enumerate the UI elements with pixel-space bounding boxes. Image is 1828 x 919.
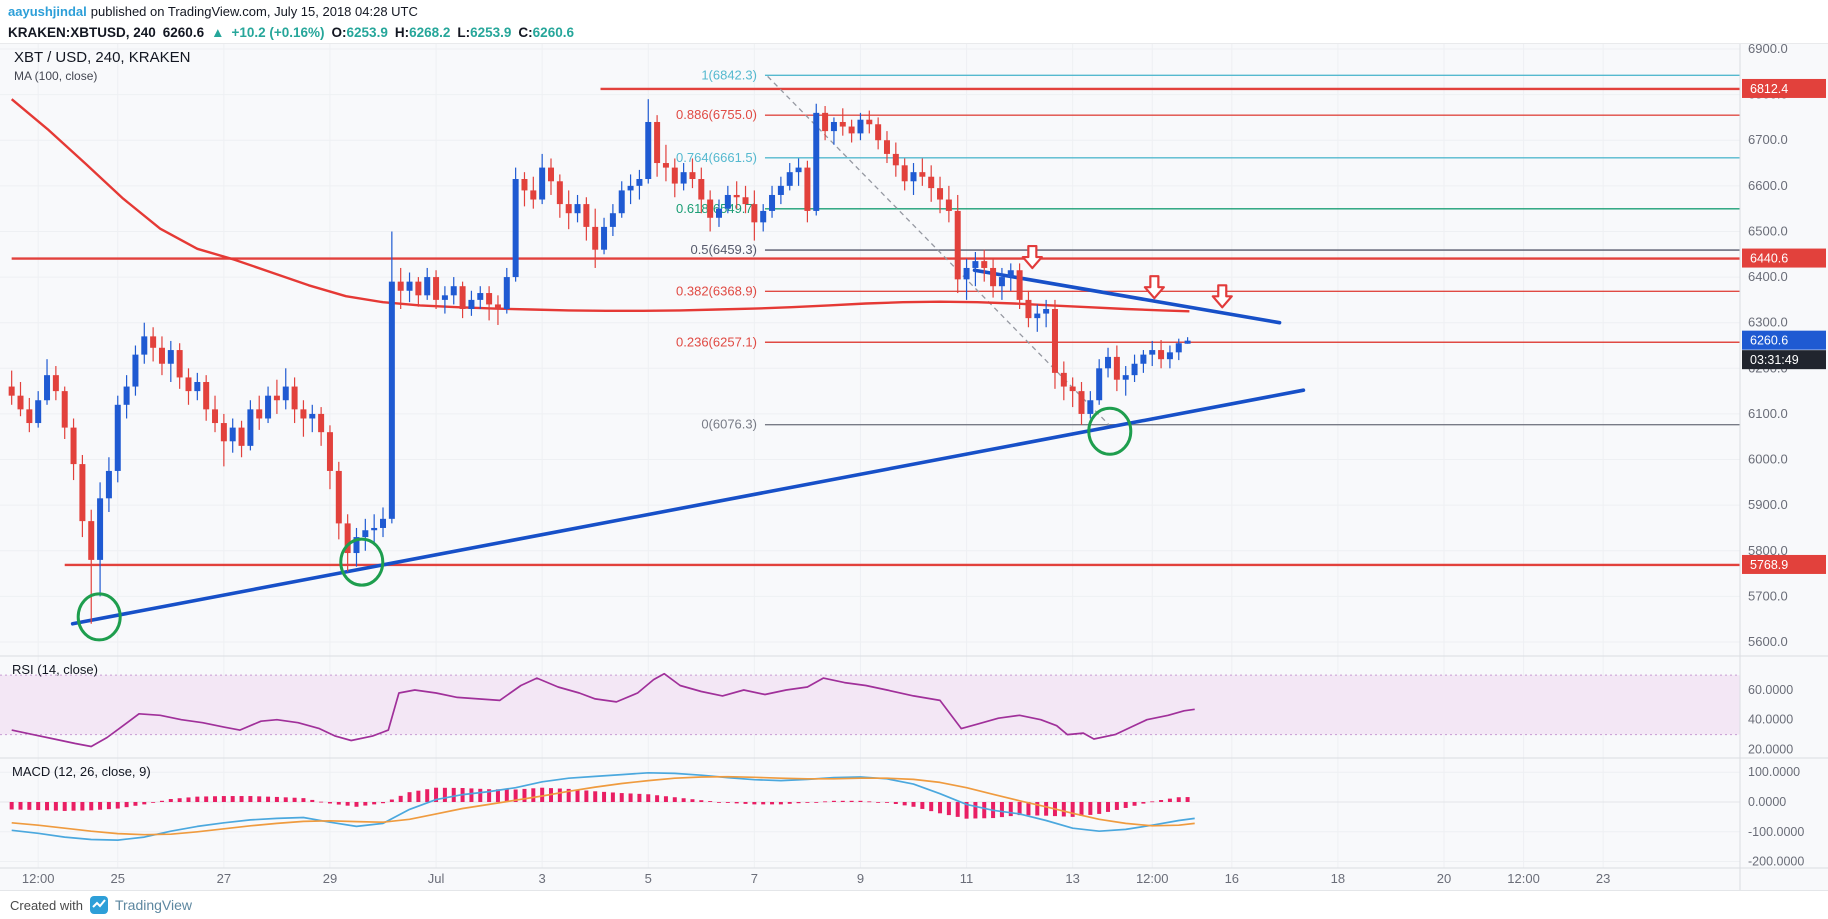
publish-info: published on TradingView.com, July 15, 2… — [90, 3, 418, 19]
svg-text:5900.0: 5900.0 — [1748, 497, 1788, 512]
svg-text:5: 5 — [645, 871, 652, 886]
created-with-text: Created with — [10, 897, 83, 913]
svg-text:13: 13 — [1065, 871, 1079, 886]
svg-text:6600.0: 6600.0 — [1748, 178, 1788, 193]
symbol-bar: KRAKEN:XBTUSD, 240 6260.6 ▲ +10.2 (+0.16… — [0, 22, 1828, 44]
tradingview-brand-link[interactable]: TradingView — [114, 897, 193, 913]
svg-text:6500.0: 6500.0 — [1748, 223, 1788, 238]
last-price: 6260.6 — [162, 25, 205, 40]
svg-text:16: 16 — [1225, 871, 1239, 886]
svg-text:0.764(6661.5): 0.764(6661.5) — [676, 150, 757, 165]
svg-text:0.0000: 0.0000 — [1748, 795, 1786, 809]
svg-text:6400.0: 6400.0 — [1748, 269, 1788, 284]
svg-text:9: 9 — [857, 871, 864, 886]
svg-text:20.0000: 20.0000 — [1748, 742, 1793, 756]
svg-text:7: 7 — [751, 871, 758, 886]
svg-text:0(6076.3): 0(6076.3) — [701, 417, 757, 432]
svg-text:Jul: Jul — [428, 871, 445, 886]
svg-text:6000.0: 6000.0 — [1748, 452, 1788, 467]
svg-text:5700.0: 5700.0 — [1748, 588, 1788, 603]
rsi-label[interactable]: RSI (14, close) — [12, 662, 98, 677]
price-change: +10.2 (+0.16%) — [231, 25, 325, 40]
svg-text:5600.0: 5600.0 — [1748, 634, 1788, 649]
chart-legend-ma[interactable]: MA (100, close) — [14, 69, 98, 83]
open-value: O:6253.9 — [331, 25, 388, 40]
chart-canvas[interactable]: 1(6842.3)0.886(6755.0)0.764(6661.5)0.618… — [0, 41, 1828, 890]
low-value: L:6253.9 — [457, 25, 512, 40]
svg-text:25: 25 — [111, 871, 125, 886]
svg-text:0.236(6257.1): 0.236(6257.1) — [676, 334, 757, 349]
direction-up-icon: ▲ — [211, 25, 225, 40]
svg-text:40.0000: 40.0000 — [1748, 713, 1793, 727]
svg-text:-200.0000: -200.0000 — [1748, 855, 1804, 869]
chart-area[interactable]: 1(6842.3) 0.886(6755.0) 0.764(6661.5) 0.618… — [0, 41, 1828, 890]
symbol-title[interactable]: KRAKEN:XBTUSD, 240 — [8, 25, 156, 40]
svg-text:6900.0: 6900.0 — [1748, 44, 1788, 56]
macd-label[interactable]: MACD (12, 26, close, 9) — [12, 764, 151, 779]
svg-text:5800.0: 5800.0 — [1748, 543, 1788, 558]
svg-text:12:00: 12:00 — [1507, 871, 1540, 886]
svg-text:11: 11 — [960, 871, 974, 886]
svg-text:23: 23 — [1596, 871, 1610, 886]
svg-text:6440.6: 6440.6 — [1750, 252, 1788, 266]
svg-text:6700.0: 6700.0 — [1748, 132, 1788, 147]
svg-text:1(6842.3): 1(6842.3) — [701, 67, 757, 82]
svg-text:5768.9: 5768.9 — [1750, 558, 1788, 572]
svg-text:20: 20 — [1437, 871, 1451, 886]
svg-text:6812.4: 6812.4 — [1750, 82, 1788, 96]
high-value: H:6268.2 — [394, 25, 451, 40]
svg-text:100.0000: 100.0000 — [1748, 765, 1800, 779]
svg-text:03:31:49: 03:31:49 — [1750, 353, 1799, 367]
footer-bar: Created with TradingView — [0, 890, 1828, 919]
svg-text:3: 3 — [539, 871, 546, 886]
svg-text:27: 27 — [217, 871, 231, 886]
svg-text:12:00: 12:00 — [22, 871, 55, 886]
publish-bar: aayushjindal published on TradingView.co… — [0, 0, 1828, 22]
close-value: C:6260.6 — [518, 25, 574, 40]
svg-text:6260.6: 6260.6 — [1750, 334, 1788, 348]
svg-text:60.0000: 60.0000 — [1748, 683, 1793, 697]
svg-text:29: 29 — [323, 871, 337, 886]
svg-text:-100.0000: -100.0000 — [1748, 825, 1804, 839]
svg-text:6300.0: 6300.0 — [1748, 315, 1788, 330]
author-link[interactable]: aayushjindal — [8, 3, 87, 19]
svg-text:0.382(6368.9): 0.382(6368.9) — [676, 283, 757, 298]
svg-text:18: 18 — [1331, 871, 1345, 886]
svg-text:12:00: 12:00 — [1136, 871, 1169, 886]
tradingview-logo-icon — [89, 896, 108, 914]
svg-text:6100.0: 6100.0 — [1748, 406, 1788, 421]
chart-legend-symbol[interactable]: XBT / USD, 240, KRAKEN — [14, 49, 191, 66]
svg-text:0.886(6755.0): 0.886(6755.0) — [676, 107, 757, 122]
svg-text:0.5(6459.3): 0.5(6459.3) — [690, 242, 757, 257]
